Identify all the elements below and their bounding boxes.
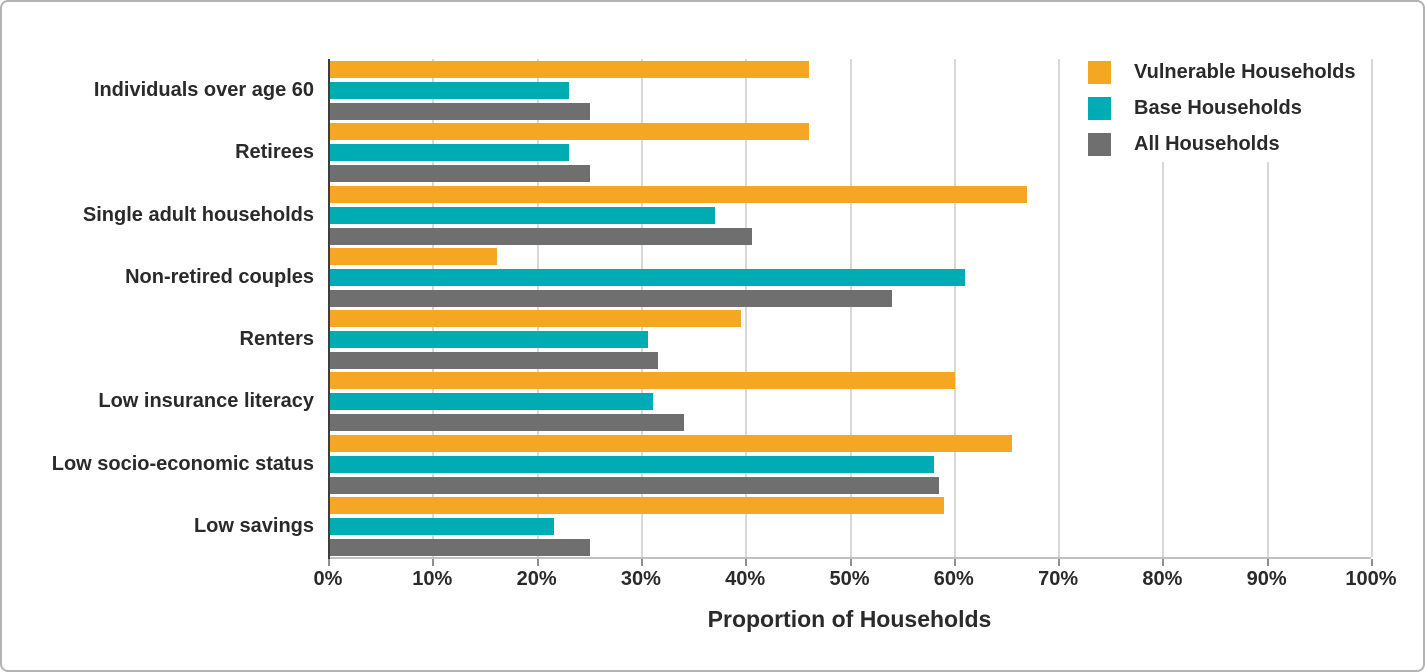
bar-all-households-low-savings bbox=[330, 538, 591, 556]
axis-tickmark-10 bbox=[432, 559, 435, 566]
bar-all-households-low-insurance-literacy bbox=[330, 414, 684, 432]
bar-all-households-low-socio-economic-status bbox=[330, 476, 939, 494]
gridline-80 bbox=[1162, 59, 1165, 557]
x-tick-label-60: 60% bbox=[933, 568, 974, 590]
gridline-30 bbox=[640, 59, 643, 557]
category-label-non-retired-couples: Non-retired couples bbox=[125, 265, 314, 288]
bar-base-households-low-socio-economic-status bbox=[330, 455, 934, 473]
legend-item-base-households: Base Households bbox=[1088, 97, 1356, 120]
gridline-20 bbox=[536, 59, 539, 557]
axis-tickmark-50 bbox=[849, 559, 852, 566]
bar-all-households-retirees bbox=[330, 165, 591, 183]
legend-label-base-households: Base Households bbox=[1134, 97, 1302, 119]
gridline-10 bbox=[432, 59, 435, 557]
x-tick-label-10: 10% bbox=[412, 568, 453, 590]
gridline-50 bbox=[849, 59, 852, 557]
legend-item-vulnerable-households: Vulnerable Households bbox=[1088, 61, 1356, 84]
category-label-single-adult-households: Single adult households bbox=[82, 203, 314, 226]
legend-swatch-icon-all-households bbox=[1088, 133, 1111, 156]
bar-vulnerable-households-low-insurance-literacy bbox=[330, 372, 955, 390]
bar-group-low-savings bbox=[330, 496, 1371, 556]
axis-tickmark-90 bbox=[1266, 559, 1269, 566]
bar-base-households-low-insurance-literacy bbox=[330, 393, 653, 411]
plot-area bbox=[328, 59, 1373, 566]
axis-tickmark-60 bbox=[953, 559, 956, 566]
x-axis-title: Proportion of Households bbox=[707, 606, 992, 632]
bar-all-households-single-adult-households bbox=[330, 227, 752, 245]
category-axis-labels: Individuals over age 60 Retirees Single ad… bbox=[2, 59, 314, 557]
legend-label-vulnerable-households: Vulnerable Households bbox=[1134, 61, 1356, 83]
bar-vulnerable-households-retirees bbox=[330, 123, 809, 141]
gridline-40 bbox=[745, 59, 748, 557]
bar-group-non-retired-couples bbox=[330, 247, 1371, 307]
gridline-90 bbox=[1266, 59, 1269, 557]
bar-group-low-insurance-literacy bbox=[330, 372, 1371, 432]
legend: Vulnerable Households Base Households All … bbox=[1082, 57, 1366, 162]
gridline-70 bbox=[1058, 59, 1061, 557]
axis-tickmark-70 bbox=[1058, 559, 1061, 566]
y-axis-line bbox=[328, 59, 330, 559]
axis-tickmark-40 bbox=[745, 559, 748, 566]
bar-group-individuals-over-age-60 bbox=[330, 61, 1371, 120]
bar-vulnerable-households-non-retired-couples bbox=[330, 247, 497, 265]
bar-base-households-individuals-over-age-60 bbox=[330, 82, 570, 99]
bar-all-households-individuals-over-age-60 bbox=[330, 103, 591, 120]
bar-vulnerable-households-low-socio-economic-status bbox=[330, 434, 1012, 452]
axis-tickmark-100 bbox=[1371, 559, 1373, 566]
bar-base-households-renters bbox=[330, 331, 648, 349]
category-label-low-savings: Low savings bbox=[193, 514, 314, 537]
category-label-low-socio-economic-status: Low socio-economic status bbox=[51, 452, 314, 475]
legend-item-all-households: All Households bbox=[1088, 133, 1356, 156]
category-label-renters: Renters bbox=[239, 328, 314, 351]
bar-base-households-low-savings bbox=[330, 517, 554, 535]
axis-tickmark-0 bbox=[328, 559, 330, 566]
x-tick-label-50: 50% bbox=[829, 568, 870, 590]
category-label-individuals-over-age-60: Individuals over age 60 bbox=[93, 79, 314, 101]
bar-group-single-adult-households bbox=[330, 185, 1371, 245]
x-tick-label-90: 90% bbox=[1246, 568, 1287, 590]
bar-vulnerable-households-low-savings bbox=[330, 496, 945, 514]
bar-group-low-socio-economic-status bbox=[330, 434, 1371, 494]
x-tick-label-40: 40% bbox=[725, 568, 766, 590]
x-tick-label-0: 0% bbox=[313, 568, 343, 590]
bar-vulnerable-households-single-adult-households bbox=[330, 185, 1028, 203]
bar-base-households-non-retired-couples bbox=[330, 268, 965, 286]
bar-base-households-single-adult-households bbox=[330, 206, 716, 224]
bar-groups bbox=[330, 59, 1371, 557]
axis-tickmark-30 bbox=[640, 559, 643, 566]
x-tick-label-80: 80% bbox=[1142, 568, 1183, 590]
x-tick-label-30: 30% bbox=[620, 568, 661, 590]
legend-label-all-households: All Households bbox=[1134, 133, 1280, 155]
bar-base-households-retirees bbox=[330, 144, 570, 162]
x-axis-tick-labels: 0% 10% 20% 30% 40% 50% 60% 70% 80% 90% 100% bbox=[314, 568, 1397, 594]
bar-vulnerable-households-renters bbox=[330, 310, 742, 328]
gridline-100 bbox=[1371, 59, 1373, 557]
legend-swatch-icon-vulnerable-households bbox=[1088, 61, 1111, 84]
bar-all-households-non-retired-couples bbox=[330, 289, 893, 307]
bar-group-renters bbox=[330, 310, 1371, 370]
bar-group-retirees bbox=[330, 123, 1371, 183]
axis-tickmark-20 bbox=[536, 559, 539, 566]
axis-tickmark-80 bbox=[1162, 559, 1165, 566]
legend-swatch-icon-base-households bbox=[1088, 97, 1111, 120]
gridline-60 bbox=[953, 59, 956, 557]
category-label-low-insurance-literacy: Low insurance literacy bbox=[98, 390, 314, 413]
x-tick-label-100: 100% bbox=[1345, 568, 1397, 590]
bar-vulnerable-households-individuals-over-age-60 bbox=[330, 61, 809, 78]
x-tick-label-20: 20% bbox=[516, 568, 557, 590]
bar-all-households-renters bbox=[330, 352, 658, 370]
category-label-retirees: Retirees bbox=[235, 141, 314, 164]
x-tick-label-70: 70% bbox=[1038, 568, 1079, 590]
